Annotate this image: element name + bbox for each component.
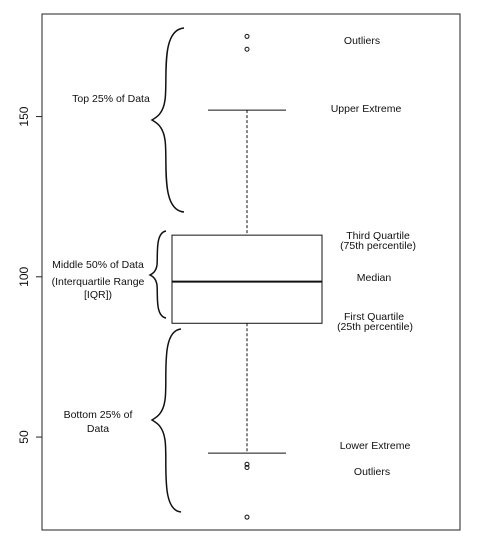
lower-extreme-label: Lower Extreme — [340, 440, 411, 452]
first-quartile-label-line2: (25th percentile) — [337, 321, 413, 333]
plot-frame — [41, 13, 461, 531]
y-tick-label: 100 — [17, 266, 31, 286]
third-quartile-label-line2: (75th percentile) — [340, 240, 416, 252]
outliers — [244, 33, 250, 520]
middle-50-label-line1: Middle 50% of Data — [52, 259, 144, 271]
upper-extreme-label: Upper Extreme — [331, 103, 402, 115]
y-tick-label: 150 — [17, 106, 31, 126]
bottom-25-label-line1: Bottom 25% of — [64, 409, 133, 421]
middle-50-label-line3: [IQR]) — [84, 289, 112, 301]
top-25-label: Top 25% of Data — [72, 93, 150, 105]
iqr-box — [171, 234, 323, 324]
y-tick-label: 50 — [17, 430, 31, 444]
outlier-point — [244, 33, 250, 39]
top-25-brace — [150, 27, 185, 213]
outlier-point — [244, 465, 250, 471]
middle-50-label-line2: (Interquartile Range — [52, 276, 145, 288]
outliers-top-label: Outliers — [344, 35, 380, 47]
third-quartile-label-line1: Third Quartile — [346, 230, 410, 242]
bottom-25-label-line2: Data — [87, 423, 109, 435]
outlier-point — [244, 514, 250, 520]
median-label: Median — [357, 272, 392, 284]
middle-50-brace — [148, 230, 167, 319]
y-axis: 50 100 150 — [17, 106, 42, 444]
outliers-bottom-label: Outliers — [354, 466, 390, 478]
first-quartile-label-line1: First Quartile — [344, 311, 404, 323]
outlier-point — [244, 461, 250, 467]
bottom-25-brace — [150, 328, 182, 513]
outlier-point — [244, 46, 250, 52]
